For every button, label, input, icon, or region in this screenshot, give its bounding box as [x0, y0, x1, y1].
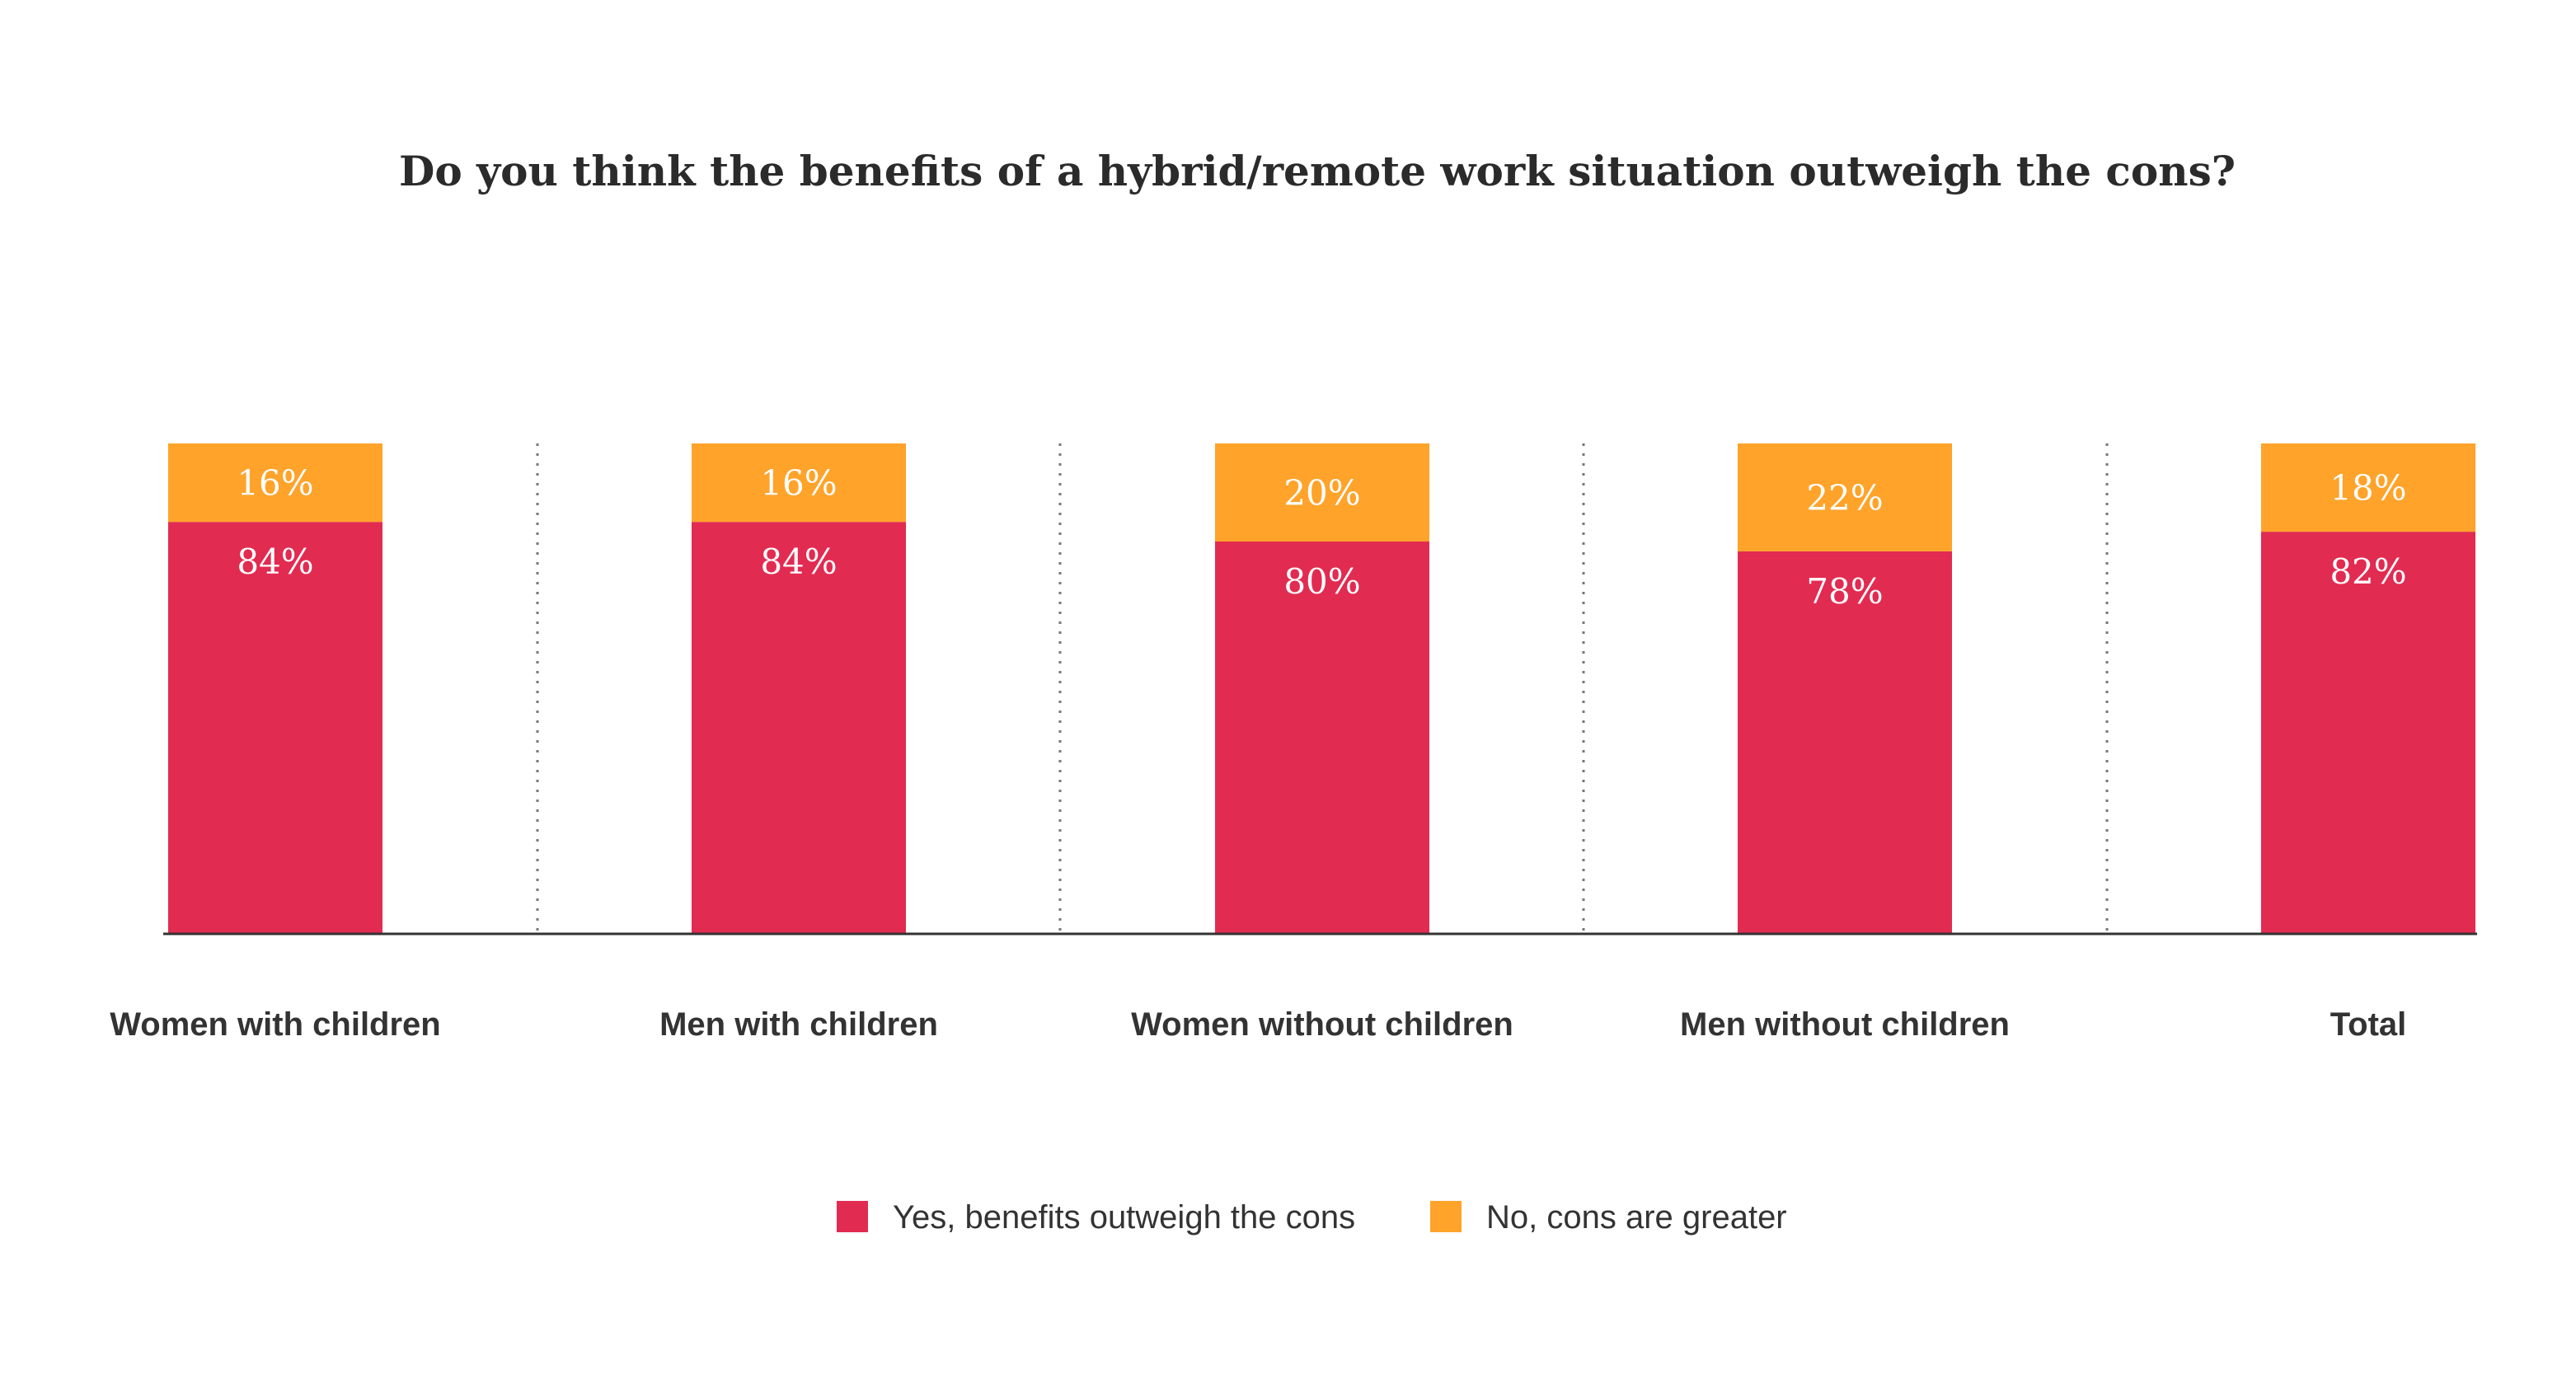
bar-no-4 [1738, 443, 1952, 551]
data-label-yes-3: 80% [1283, 561, 1360, 602]
legend: Yes, benefits outweigh the cons No, cons … [837, 1199, 1787, 1236]
bar-yes-5 [2261, 532, 2475, 934]
bar-no-5 [2261, 443, 2475, 532]
data-label-no-4: 22% [1806, 477, 1883, 518]
data-label-yes-2: 84% [760, 542, 837, 582]
bars: 16% 84% 16% 84% 20% 80% 22% 78% 18% 82% [168, 443, 2475, 934]
bar-yes-2 [692, 522, 906, 934]
legend-label-1: Yes, benefits outweigh the cons [893, 1199, 1355, 1236]
category-label-4: Men without children [1680, 1006, 2010, 1043]
data-label-no-3: 20% [1283, 473, 1360, 513]
data-label-yes-1: 84% [237, 542, 313, 582]
category-labels: Women with children Men with children Wome… [110, 1006, 2406, 1043]
data-label-no-2: 16% [760, 463, 837, 504]
bar-no-2 [692, 443, 906, 523]
category-label-2: Men with children [659, 1006, 938, 1043]
data-label-yes-5: 82% [2330, 551, 2406, 592]
category-label-1: Women with children [110, 1006, 441, 1043]
data-label-no-5: 18% [2330, 468, 2406, 509]
bar-yes-4 [1738, 551, 1952, 934]
bar-no-3 [1215, 443, 1429, 542]
bar-no-1 [168, 443, 382, 523]
legend-swatch-2 [1430, 1201, 1462, 1232]
bar-yes-1 [168, 522, 382, 934]
bar-yes-3 [1215, 542, 1429, 934]
data-label-no-1: 16% [237, 463, 313, 504]
category-label-3: Women without children [1131, 1006, 1513, 1043]
data-label-yes-4: 78% [1806, 571, 1883, 612]
chart-title: Do you think the benefits of a hybrid/re… [399, 147, 2236, 195]
category-label-5: Total [2330, 1006, 2407, 1043]
legend-label-2: No, cons are greater [1486, 1199, 1787, 1236]
legend-swatch-1 [837, 1201, 868, 1232]
